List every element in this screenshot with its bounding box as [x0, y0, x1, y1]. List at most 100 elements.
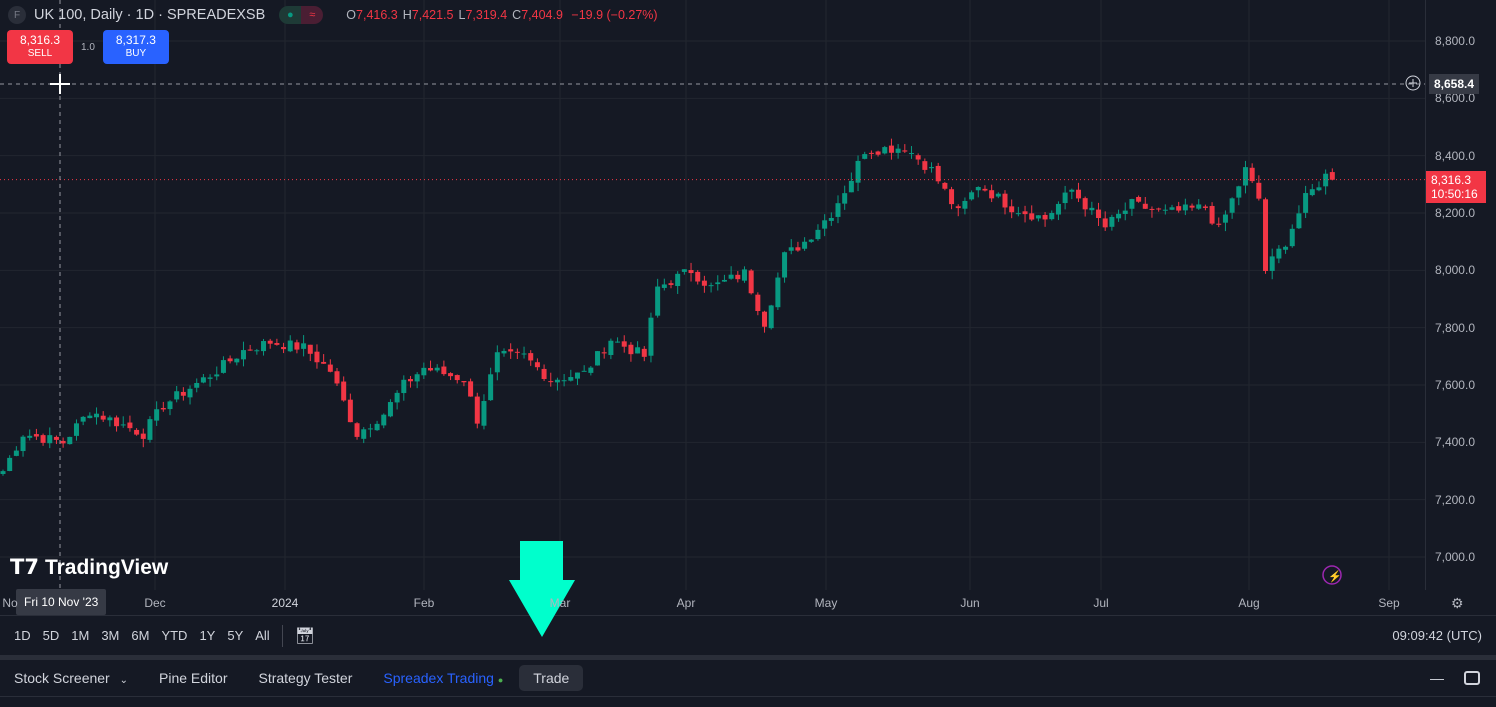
- time-tick: Feb: [413, 596, 435, 610]
- candle-body: [167, 401, 173, 410]
- candle-body: [1316, 187, 1322, 191]
- candle-body: [294, 342, 300, 350]
- candle-body: [1303, 193, 1309, 213]
- candle-body: [127, 422, 133, 429]
- candle-body: [708, 285, 714, 287]
- candle-body: [1216, 223, 1222, 225]
- candle-body: [1042, 214, 1048, 220]
- symbol-title[interactable]: UK 100, Daily · 1D · SPREADEXSB: [34, 7, 266, 23]
- candle-body: [561, 380, 567, 382]
- chevron-down-icon[interactable]: ⌄: [119, 675, 128, 686]
- candle-body: [1089, 207, 1095, 211]
- candle-body: [802, 241, 808, 249]
- candle-body: [247, 349, 253, 351]
- candle-body: [942, 182, 948, 189]
- candle-body: [1109, 216, 1115, 227]
- candle-body: [220, 360, 226, 373]
- tab-pine-editor[interactable]: Pine Editor: [159, 670, 228, 686]
- candle-body: [995, 193, 1001, 197]
- candle-body: [554, 379, 560, 383]
- candle-body: [134, 429, 140, 435]
- candle-body: [1182, 204, 1188, 211]
- candle-body: [94, 413, 100, 418]
- price-axis[interactable]: 8,800.0 8,600.0 8,400.0 8,200.0 8,000.0 7,800…: [1425, 0, 1496, 590]
- tab-trade[interactable]: Trade: [519, 665, 584, 691]
- range-5y[interactable]: 5Y: [227, 628, 244, 643]
- ohlc-values: O7,416.3 H7,421.5 L7,319.4 C7,404.9 −19.9 (…: [346, 8, 658, 22]
- candle-body: [908, 153, 914, 155]
- candle-body: [234, 358, 240, 363]
- candle-body: [741, 269, 747, 281]
- range-6m[interactable]: 6M: [131, 628, 150, 643]
- tab-spreadex-trading[interactable]: Spreadex Trading ●: [383, 670, 504, 686]
- settings-gear-icon[interactable]: ⚙: [1451, 595, 1464, 611]
- candle-body: [601, 352, 607, 354]
- price-tick: 7,200.0: [1434, 492, 1475, 507]
- range-1m[interactable]: 1M: [71, 628, 90, 643]
- symbol-icon: F: [8, 6, 26, 24]
- candle-body: [1229, 198, 1235, 213]
- tab-stock-screener[interactable]: Stock Screener ⌄: [14, 670, 128, 686]
- candle-body: [1156, 208, 1162, 210]
- range-1d[interactable]: 1D: [14, 628, 31, 643]
- panel-resizer[interactable]: [0, 655, 1496, 660]
- candle-body: [381, 414, 387, 426]
- time-tick: Aug: [1238, 596, 1260, 610]
- maximize-icon[interactable]: [1464, 671, 1480, 685]
- crosshair-cursor-icon: [50, 74, 70, 94]
- candle-body: [895, 148, 901, 153]
- candle-body: [474, 396, 480, 424]
- range-ytd[interactable]: YTD: [161, 628, 188, 643]
- range-5d[interactable]: 5D: [42, 628, 60, 643]
- candle-body: [281, 347, 287, 350]
- candle-body: [1002, 193, 1008, 208]
- candle-body: [882, 147, 888, 154]
- candle-body: [1122, 210, 1128, 214]
- candle-body: [828, 218, 834, 221]
- add-alert-plus-icon: [1405, 75, 1421, 91]
- candle-body: [80, 416, 86, 422]
- candle-body: [534, 362, 540, 368]
- candle-body: [214, 374, 220, 377]
- candle-body: [87, 415, 93, 419]
- clock[interactable]: 09:09:42 (UTC): [1392, 628, 1482, 643]
- time-tick: Sep: [1378, 596, 1400, 610]
- quantity[interactable]: 1.0: [81, 41, 95, 53]
- price-chart[interactable]: ⚡: [0, 0, 1425, 590]
- candle-body: [1169, 207, 1175, 210]
- lightning-event-icon: [1322, 565, 1342, 585]
- candle-body: [848, 180, 854, 193]
- candle-body: [367, 428, 373, 430]
- candle-body: [341, 381, 347, 401]
- candle-body: [1296, 213, 1302, 229]
- candle-body: [1029, 213, 1035, 220]
- candle-body: [488, 374, 494, 401]
- calendar-goto-icon[interactable]: 📅︎: [294, 627, 316, 645]
- tab-strategy-tester[interactable]: Strategy Tester: [258, 670, 353, 686]
- candle-body: [1236, 186, 1242, 198]
- candle-body: [1202, 206, 1208, 208]
- candle-body: [1242, 167, 1248, 186]
- candle-body: [688, 270, 694, 274]
- tradingview-logo: 𝗧𝟳 TradingView: [10, 555, 169, 580]
- range-3m[interactable]: 3M: [101, 628, 120, 643]
- candle-body: [1096, 209, 1102, 219]
- buy-button[interactable]: 8,317.3 BUY: [102, 30, 169, 64]
- range-1y[interactable]: 1Y: [199, 628, 216, 643]
- candle-body: [180, 391, 186, 396]
- time-tick: Mar: [549, 596, 571, 610]
- candle-body: [808, 239, 814, 242]
- sell-button[interactable]: 8,316.3 SELL: [7, 30, 73, 64]
- candle-body: [581, 370, 587, 372]
- candle-body: [334, 371, 340, 384]
- candle-body: [187, 388, 193, 398]
- candle-body: [207, 377, 213, 379]
- candle-body: [962, 200, 968, 209]
- price-tick: 7,400.0: [1434, 435, 1475, 450]
- candle-body: [347, 399, 353, 423]
- bar-countdown: 10:50:16: [1431, 186, 1478, 201]
- range-all[interactable]: All: [255, 628, 270, 643]
- candle-body: [595, 351, 601, 366]
- minimize-icon[interactable]: —: [1430, 670, 1444, 686]
- market-status[interactable]: ● ≈: [279, 6, 324, 24]
